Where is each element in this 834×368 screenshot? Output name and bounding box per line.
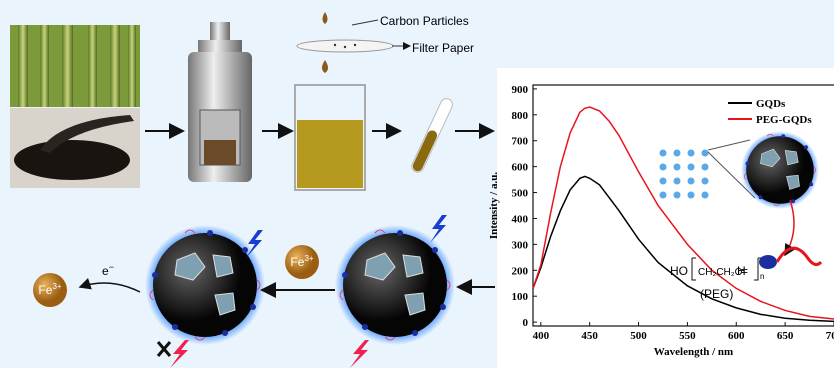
equals: = [741,264,748,278]
chart-panel [497,68,834,368]
peg-name: (PEG) [700,287,733,301]
y-tick-label: 900 [512,84,529,96]
filter-label: Carbon Particles [380,14,469,28]
y-tick-label: 800 [512,110,529,122]
y-axis-title: Intensity / a.u. [488,172,500,239]
formula-part: HO [670,264,688,278]
x-tick-label: 700 [826,330,834,342]
y-tick-label: 0 [523,317,529,329]
gqd-sphere [145,225,265,345]
legend-label: GQDs [756,98,786,110]
solution-photo [10,108,140,188]
filter-label: Filter Paper [412,41,474,55]
y-tick-label: 100 [512,291,529,303]
y-tick-label: 400 [512,213,529,225]
x-tick-label: 500 [630,330,647,342]
formula-part: CH₂CH₂O [698,267,743,278]
y-tick-label: 600 [512,162,529,174]
x-tick-label: 650 [777,330,794,342]
charge: − [109,262,114,272]
charge: 3+ [52,282,61,291]
y-tick-label: 200 [512,265,529,277]
gqd-sphere [335,225,455,345]
y-tick-label: 500 [512,188,529,200]
symbol: Fe [38,283,52,297]
bamboo-photo [10,25,140,107]
legend-label: PEG-GQDs [756,114,812,126]
formula-part: n [760,272,764,281]
x-tick-label: 450 [581,330,598,342]
graphical-abstract: Carbon Particles Filter Paper Fe3+ e− Fe… [0,0,834,368]
x-tick-label: 600 [728,330,745,342]
x-axis-title: Wavelength / nm [654,346,733,358]
charge: 3+ [304,254,313,263]
symbol: Fe [290,255,304,269]
y-tick-label: 700 [512,136,529,148]
x-tick-label: 550 [679,330,696,342]
y-tick-label: 300 [512,239,529,251]
x-tick-label: 400 [533,330,550,342]
